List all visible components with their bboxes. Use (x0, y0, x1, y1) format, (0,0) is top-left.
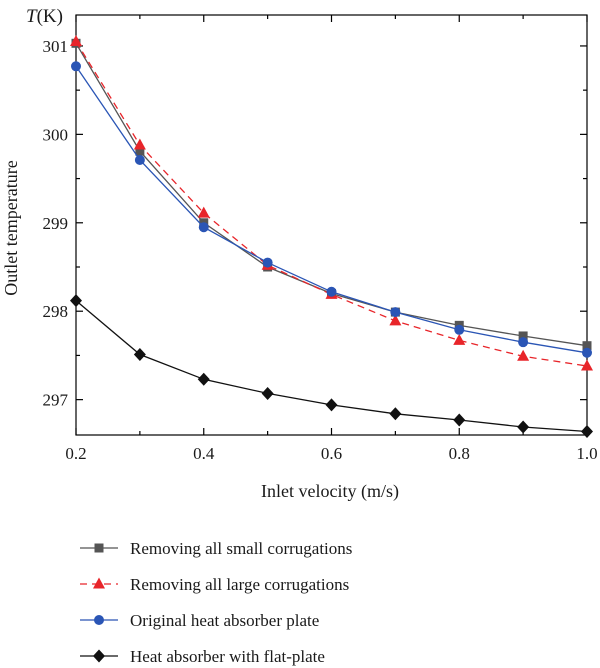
data-point (390, 307, 401, 318)
data-point (518, 331, 528, 341)
series-4 (70, 294, 593, 438)
plot-border (75, 14, 588, 436)
data-point (198, 222, 209, 233)
legend-item-3: Original heat absorber plate (80, 611, 319, 630)
legend-label: Original heat absorber plate (130, 611, 319, 630)
data-point (135, 146, 145, 156)
x-tick-label: 0.2 (65, 444, 86, 463)
legend-marker (93, 577, 105, 589)
data-point (582, 347, 592, 358)
legend-item-4: Heat absorber with flat-plate (80, 647, 325, 666)
y-tick-label: 301 (43, 37, 69, 56)
data-point (71, 61, 81, 72)
data-point (389, 407, 402, 421)
y-tick-label: 298 (43, 302, 69, 321)
data-point (134, 155, 145, 166)
y-unit-label: T(K) (26, 6, 63, 27)
series-1 (71, 38, 592, 351)
legend-label: Removing all small corrugations (130, 539, 352, 558)
series-line (75, 41, 588, 367)
data-point (70, 35, 82, 47)
x-axis-title: Inlet velocity (m/s) (261, 481, 399, 502)
data-point (133, 138, 146, 150)
data-point (389, 314, 402, 326)
legend-marker (93, 649, 105, 663)
data-point (133, 348, 146, 362)
data-point (197, 372, 210, 386)
y-axis-title: Outlet temperature (1, 160, 21, 295)
legend-label: Removing all large corrugations (130, 575, 349, 594)
legend-item-1: Removing all small corrugations (80, 539, 352, 558)
y-tick-label: 300 (43, 125, 69, 144)
series-line (75, 42, 588, 347)
legend-label: Heat absorber with flat-plate (130, 647, 325, 666)
x-tick-label: 0.8 (449, 444, 470, 463)
series-3 (71, 61, 592, 358)
data-point (582, 341, 592, 351)
axis-ticks: 0.2 0.4 0.6 0.8 1.0 297 298 299 300 301 (43, 15, 598, 463)
data-point (453, 333, 466, 345)
x-tick-label: 0.6 (321, 444, 342, 463)
data-point (454, 324, 465, 335)
legend-marker (94, 615, 104, 625)
data-point (517, 420, 530, 434)
data-point (581, 424, 593, 438)
series-line (75, 65, 588, 354)
data-point (197, 206, 210, 218)
series-2 (70, 35, 593, 371)
series-layer (70, 35, 593, 438)
y-tick-label: 297 (43, 391, 69, 410)
y-unit-suffix: (K) (37, 6, 63, 27)
x-tick-label: 0.4 (193, 444, 215, 463)
legend: Removing all small corrugations Removing … (80, 539, 352, 666)
data-point (70, 294, 82, 308)
legend-marker (94, 543, 104, 553)
plot-frame (75, 14, 588, 436)
series-line (75, 300, 588, 433)
data-point (453, 413, 466, 427)
data-point (518, 337, 529, 348)
x-tick-label: 1.0 (576, 444, 597, 463)
legend-item-2: Removing all large corrugations (80, 575, 349, 594)
data-point (262, 257, 273, 268)
data-point (325, 398, 338, 412)
data-point (326, 286, 337, 297)
y-tick-label: 299 (43, 214, 69, 233)
data-point (517, 349, 530, 361)
y-unit-symbol: T (26, 6, 38, 27)
data-point (581, 359, 593, 371)
data-point (261, 386, 274, 400)
